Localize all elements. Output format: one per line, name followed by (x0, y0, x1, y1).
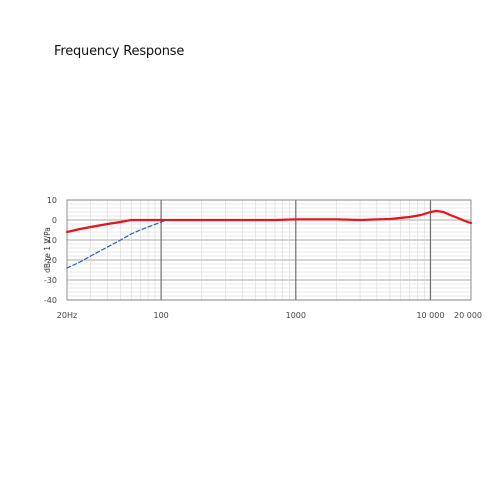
y-axis-ticks: 10 0 -10 -20 -30 -40 (44, 196, 57, 305)
x-axis-ticks: 20Hz 100 1000 10 000 20 000 (57, 311, 482, 320)
y-tick-label: -20 (44, 256, 57, 265)
x-tick-label: 10 000 (416, 311, 444, 320)
chart-series (65, 209, 473, 269)
page-title: Frequency Response (54, 44, 185, 59)
x-tick-label: 20Hz (57, 311, 77, 320)
chart-grid (66, 199, 472, 301)
series-line-dashed (66, 219, 168, 269)
y-tick-label: -30 (44, 276, 57, 285)
y-tick-label: 0 (52, 216, 57, 225)
x-tick-label: 100 (153, 311, 168, 320)
x-tick-label: 1000 (286, 311, 306, 320)
y-tick-label: -40 (44, 296, 57, 305)
series-line-solid (65, 209, 473, 234)
y-axis-label: dB re 1 V/Pa (43, 227, 52, 273)
plot-frame (66, 199, 472, 301)
y-tick-label: 10 (47, 196, 57, 205)
y-tick-label: -10 (44, 236, 57, 245)
x-tick-label: 20 000 (454, 311, 482, 320)
